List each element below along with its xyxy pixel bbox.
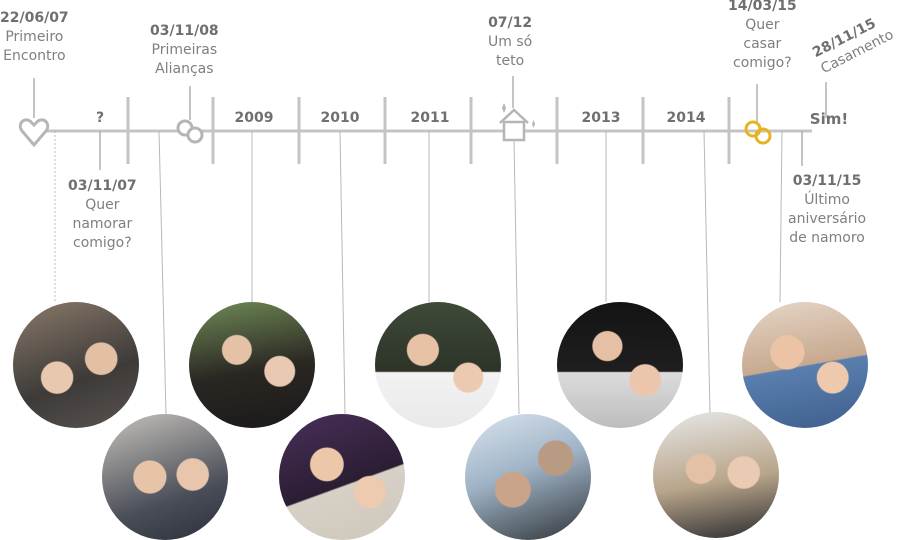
end-label: Sim! bbox=[809, 110, 849, 128]
event-date: 03/11/07 bbox=[68, 178, 137, 194]
event-date: 03/11/15 bbox=[792, 173, 862, 189]
house-icon bbox=[499, 103, 535, 142]
event-proposal-marriage: 14/03/15 Quer casar comigo? bbox=[728, 0, 797, 73]
year-label: 2014 bbox=[666, 110, 706, 126]
photo-2009 bbox=[189, 302, 315, 428]
event-text: aniversário bbox=[788, 211, 867, 227]
event-text: Alianças bbox=[155, 61, 214, 77]
year-label: 2013 bbox=[581, 110, 621, 126]
event-date: 07/12 bbox=[488, 15, 533, 31]
event-date: 03/11/08 bbox=[150, 23, 219, 39]
event-text: comigo? bbox=[733, 55, 792, 71]
photo-2012 bbox=[465, 414, 591, 540]
connector bbox=[779, 130, 783, 303]
connector bbox=[158, 130, 167, 415]
event-date: 14/03/15 bbox=[728, 0, 797, 14]
connector bbox=[513, 139, 520, 415]
timeline-ticks bbox=[126, 97, 731, 164]
photo-2008 bbox=[102, 414, 228, 540]
photo-2011 bbox=[375, 302, 501, 428]
two-rings-icon bbox=[176, 119, 204, 144]
event-text: Um só bbox=[488, 34, 533, 50]
photo-2007 bbox=[13, 302, 139, 428]
event-text: de namoro bbox=[789, 230, 865, 246]
event-text: teto bbox=[496, 53, 525, 69]
year-label: 2009 bbox=[234, 110, 274, 126]
event-text: Primeiras bbox=[151, 42, 218, 58]
event-text: namorar bbox=[72, 216, 133, 232]
year-label: 2011 bbox=[410, 110, 450, 126]
event-first-date: 22/06/07 Primeiro Encontro bbox=[0, 9, 69, 66]
event-first-rings: 03/11/08 Primeiras Alianças bbox=[150, 22, 219, 79]
year-label: 2010 bbox=[320, 110, 360, 126]
event-date: 22/06/07 bbox=[0, 10, 69, 26]
event-proposal-dating: 03/11/07 Quer namorar comigo? bbox=[68, 177, 137, 253]
event-text: comigo? bbox=[73, 235, 132, 251]
unknown-year-mark: ? bbox=[95, 110, 105, 126]
event-text: Primeiro bbox=[5, 29, 64, 45]
event-text: Quer bbox=[85, 197, 120, 213]
label-connectors bbox=[33, 76, 827, 170]
photo-2013 bbox=[557, 302, 683, 428]
connector bbox=[339, 130, 346, 415]
event-text: casar bbox=[743, 36, 782, 52]
event-last-anniversary: 03/11/15 Último aniversário de namoro bbox=[788, 172, 866, 248]
event-text: Último bbox=[804, 192, 850, 208]
photo-2010 bbox=[279, 414, 405, 540]
event-text: Encontro bbox=[3, 48, 66, 64]
event-moving-in: 07/12 Um só teto bbox=[488, 14, 532, 71]
photo-connectors bbox=[54, 130, 783, 415]
heart-outline-icon bbox=[18, 118, 50, 148]
connector bbox=[703, 130, 711, 415]
photo-2015 bbox=[742, 302, 868, 428]
photo-2014 bbox=[653, 412, 779, 538]
gold-rings-icon bbox=[744, 120, 772, 145]
event-text: Quer bbox=[745, 17, 780, 33]
